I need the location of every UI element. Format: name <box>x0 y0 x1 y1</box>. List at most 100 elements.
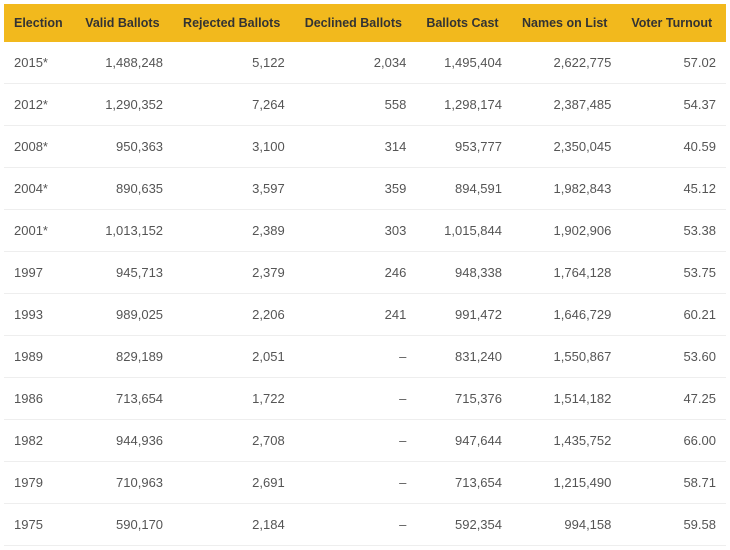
table-row: 2015*1,488,2485,1222,0341,495,4042,622,7… <box>4 42 726 84</box>
table-cell: 241 <box>295 294 417 336</box>
table-cell: 246 <box>295 252 417 294</box>
table-row: 2001*1,013,1522,3893031,015,8441,902,906… <box>4 210 726 252</box>
table-cell: 945,713 <box>75 252 173 294</box>
table-cell: 58.71 <box>621 462 726 504</box>
table-cell: 1,290,352 <box>75 84 173 126</box>
col-ballots-cast: Ballots Cast <box>416 4 512 42</box>
table-cell: 890,635 <box>75 168 173 210</box>
table-cell: 2,206 <box>173 294 295 336</box>
table-cell: – <box>295 420 417 462</box>
table-cell: 1,550,867 <box>512 336 621 378</box>
table-cell: 2012* <box>4 84 75 126</box>
table-cell: 994,158 <box>512 504 621 546</box>
table-cell: 991,472 <box>416 294 512 336</box>
table-cell: 303 <box>295 210 417 252</box>
table-cell: 2,622,775 <box>512 42 621 84</box>
table-cell: 2008* <box>4 126 75 168</box>
table-cell: – <box>295 504 417 546</box>
table-cell: 1982 <box>4 420 75 462</box>
table-cell: 3,597 <box>173 168 295 210</box>
table-cell: 1,982,843 <box>512 168 621 210</box>
table-cell: 53.75 <box>621 252 726 294</box>
table-cell: 1,435,752 <box>512 420 621 462</box>
table-cell: 1,495,404 <box>416 42 512 84</box>
table-cell: 1993 <box>4 294 75 336</box>
table-cell: 2,051 <box>173 336 295 378</box>
table-cell: 7,264 <box>173 84 295 126</box>
table-cell: 1,215,490 <box>512 462 621 504</box>
table-cell: 1,764,128 <box>512 252 621 294</box>
table-header: Election Valid Ballots Rejected Ballots … <box>4 4 726 42</box>
table-cell: 57.02 <box>621 42 726 84</box>
table-row: 1982944,9362,708–947,6441,435,75266.00 <box>4 420 726 462</box>
table-cell: – <box>295 462 417 504</box>
col-rejected-ballots: Rejected Ballots <box>173 4 295 42</box>
table-cell: 47.25 <box>621 378 726 420</box>
table-cell: 953,777 <box>416 126 512 168</box>
col-election: Election <box>4 4 75 42</box>
col-names-on-list: Names on List <box>512 4 621 42</box>
table-cell: 950,363 <box>75 126 173 168</box>
table-cell: 45.12 <box>621 168 726 210</box>
table-row: 1997945,7132,379246948,3381,764,12853.75 <box>4 252 726 294</box>
table-cell: 1,514,182 <box>512 378 621 420</box>
table-cell: 558 <box>295 84 417 126</box>
table-cell: 2,034 <box>295 42 417 84</box>
table-cell: 2,708 <box>173 420 295 462</box>
table-cell: – <box>295 336 417 378</box>
table-cell: 1,013,152 <box>75 210 173 252</box>
table-row: 2012*1,290,3527,2645581,298,1742,387,485… <box>4 84 726 126</box>
table-cell: 40.59 <box>621 126 726 168</box>
table-row: 1975590,1702,184–592,354994,15859.58 <box>4 504 726 546</box>
table-cell: 2,691 <box>173 462 295 504</box>
table-cell: 1989 <box>4 336 75 378</box>
table-cell: 54.37 <box>621 84 726 126</box>
table-cell: 60.21 <box>621 294 726 336</box>
table-cell: 2,379 <box>173 252 295 294</box>
table-cell: 831,240 <box>416 336 512 378</box>
table-cell: 59.58 <box>621 504 726 546</box>
table-cell: 2001* <box>4 210 75 252</box>
table-cell: 2015* <box>4 42 75 84</box>
table-row: 1979710,9632,691–713,6541,215,49058.71 <box>4 462 726 504</box>
table-cell: 592,354 <box>416 504 512 546</box>
table-cell: 1,646,729 <box>512 294 621 336</box>
table-cell: 359 <box>295 168 417 210</box>
table-row: 1993989,0252,206241991,4721,646,72960.21 <box>4 294 726 336</box>
table-cell: – <box>295 378 417 420</box>
table-cell: 894,591 <box>416 168 512 210</box>
table-cell: 713,654 <box>75 378 173 420</box>
table-cell: 715,376 <box>416 378 512 420</box>
table-cell: 1,722 <box>173 378 295 420</box>
table-cell: 2,184 <box>173 504 295 546</box>
table-cell: 1,488,248 <box>75 42 173 84</box>
table-cell: 1997 <box>4 252 75 294</box>
table-row: 1986713,6541,722–715,3761,514,18247.25 <box>4 378 726 420</box>
table-cell: 53.38 <box>621 210 726 252</box>
table-cell: 1975 <box>4 504 75 546</box>
table-cell: 710,963 <box>75 462 173 504</box>
col-declined-ballots: Declined Ballots <box>295 4 417 42</box>
table-row: 2004*890,6353,597359894,5911,982,84345.1… <box>4 168 726 210</box>
table-cell: 713,654 <box>416 462 512 504</box>
table-cell: 66.00 <box>621 420 726 462</box>
table-cell: 989,025 <box>75 294 173 336</box>
table-cell: 3,100 <box>173 126 295 168</box>
election-table: Election Valid Ballots Rejected Ballots … <box>4 4 726 546</box>
table-cell: 1979 <box>4 462 75 504</box>
header-row: Election Valid Ballots Rejected Ballots … <box>4 4 726 42</box>
table-row: 2008*950,3633,100314953,7772,350,04540.5… <box>4 126 726 168</box>
table-cell: 590,170 <box>75 504 173 546</box>
col-voter-turnout: Voter Turnout <box>621 4 726 42</box>
table-cell: 5,122 <box>173 42 295 84</box>
table-cell: 947,644 <box>416 420 512 462</box>
table-cell: 2,350,045 <box>512 126 621 168</box>
table-cell: 829,189 <box>75 336 173 378</box>
table-cell: 944,936 <box>75 420 173 462</box>
table-row: 1989829,1892,051–831,2401,550,86753.60 <box>4 336 726 378</box>
table-cell: 53.60 <box>621 336 726 378</box>
table-body: 2015*1,488,2485,1222,0341,495,4042,622,7… <box>4 42 726 546</box>
table-cell: 2,387,485 <box>512 84 621 126</box>
table-cell: 2004* <box>4 168 75 210</box>
table-cell: 948,338 <box>416 252 512 294</box>
